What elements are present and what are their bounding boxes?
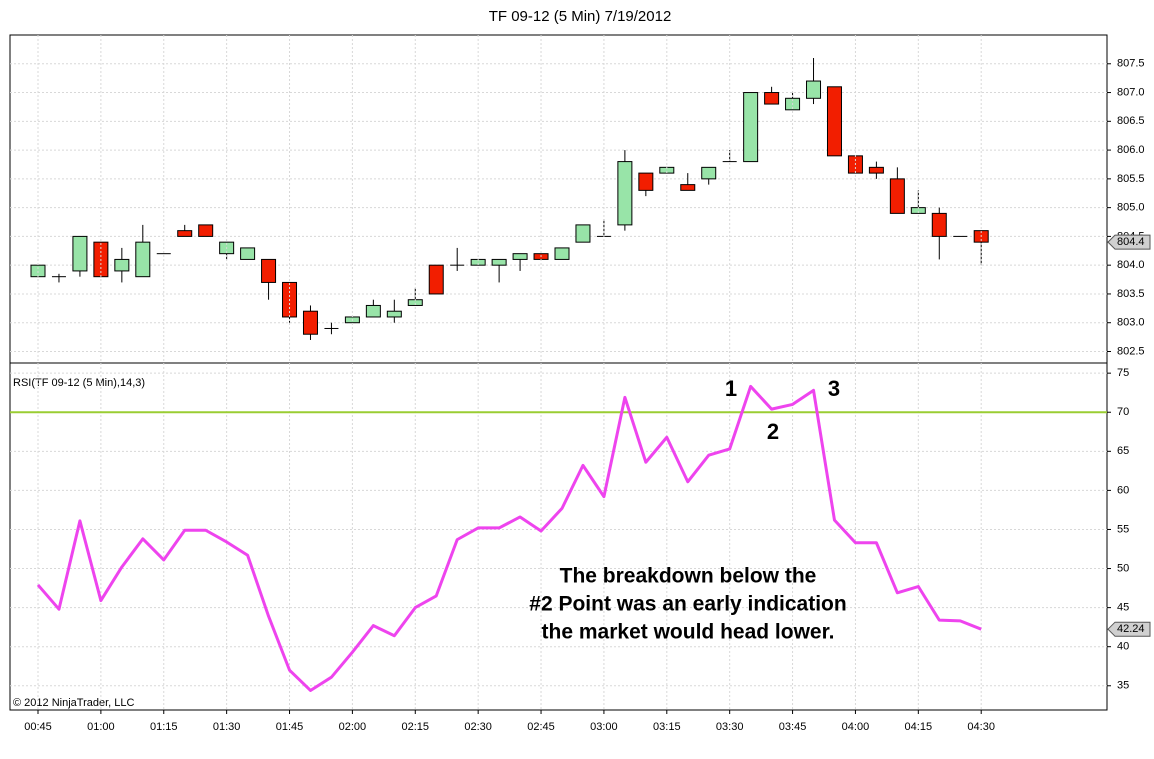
copyright: © 2012 NinjaTrader, LLC [13,697,134,709]
candle-body [868,166,884,174]
y-tick-label: 805.5 [1117,173,1145,185]
candle-body [365,304,381,318]
y-tick-label: 65 [1117,445,1129,457]
candle-body [512,253,528,260]
y-tick-label: 45 [1117,602,1129,614]
candle-body [701,166,717,180]
candle-body [617,161,633,226]
candle-body [302,310,318,335]
x-tick-label: 03:00 [590,721,618,733]
x-tick-label: 02:00 [339,721,367,733]
candle-body [931,212,947,237]
candle-body [428,264,444,295]
candle-body [743,92,759,163]
point-annotation: 1 [725,376,737,401]
candle-body [554,247,570,260]
x-tick-label: 04:15 [905,721,933,733]
candle-body [491,258,507,266]
y-tick-label: 806.0 [1117,144,1145,156]
x-tick-label: 02:45 [527,721,555,733]
candle-body [575,224,591,243]
chart-title: TF 09-12 (5 Min) 7/19/2012 [489,8,672,25]
x-tick-label: 04:00 [842,721,870,733]
rsi-line [36,384,982,692]
candle-body [30,264,46,278]
y-tick-label: 807.0 [1117,86,1145,98]
y-tick-label: 804.0 [1117,259,1145,271]
x-tick-label: 01:45 [276,721,304,733]
x-tick-label: 04:30 [967,721,995,733]
x-tick-label: 02:30 [464,721,492,733]
note-text: The breakdown below the [560,565,817,588]
x-tick-label: 03:45 [779,721,807,733]
y-tick-label: 75 [1117,367,1129,379]
y-tick-label: 803.5 [1117,288,1145,300]
point-annotation: 3 [828,376,840,401]
y-tick-label: 70 [1117,406,1129,418]
candle-body [638,172,654,191]
y-tick-label: 60 [1117,484,1129,496]
candle-body [680,184,696,191]
candle-body [889,178,905,214]
plot-frame [9,34,1108,711]
x-tick-label: 01:30 [213,721,241,733]
y-tick-label: 40 [1117,641,1129,653]
x-tick-label: 01:00 [87,721,115,733]
note-text: the market would head lower. [542,621,835,644]
y-tick-label: 803.0 [1117,317,1145,329]
candle-body [198,224,214,237]
y-tick-label: 805.0 [1117,202,1145,214]
y-tick-label: 802.5 [1117,345,1145,357]
note-text: #2 Point was an early indication [529,593,846,616]
last-value-tag [1107,621,1151,637]
candle-body [72,235,88,272]
candle-body [826,86,842,157]
last-value-label: 42.24 [1117,623,1145,635]
candle-body [386,310,402,318]
candle-body [806,80,822,99]
candle-body [764,92,780,105]
last-value-label: 804.4 [1117,236,1145,248]
indicator-label: RSI(TF 09-12 (5 Min),14,3) [13,377,145,389]
x-tick-label: 01:15 [150,721,178,733]
x-tick-label: 00:45 [24,721,52,733]
x-tick-label: 02:15 [402,721,430,733]
x-tick-label: 03:30 [716,721,744,733]
last-value-tag [1107,234,1151,250]
candle-body [177,230,193,237]
candle-body [240,247,256,260]
x-tick-label: 03:15 [653,721,681,733]
point-annotation: 2 [767,419,779,444]
y-tick-label: 55 [1117,523,1129,535]
candle-body [261,258,277,283]
candle-body [135,241,151,278]
y-tick-label: 35 [1117,680,1129,692]
y-tick-label: 806.5 [1117,115,1145,127]
y-tick-label: 807.5 [1117,58,1145,70]
y-tick-label: 50 [1117,562,1129,574]
candle-body [114,258,130,272]
